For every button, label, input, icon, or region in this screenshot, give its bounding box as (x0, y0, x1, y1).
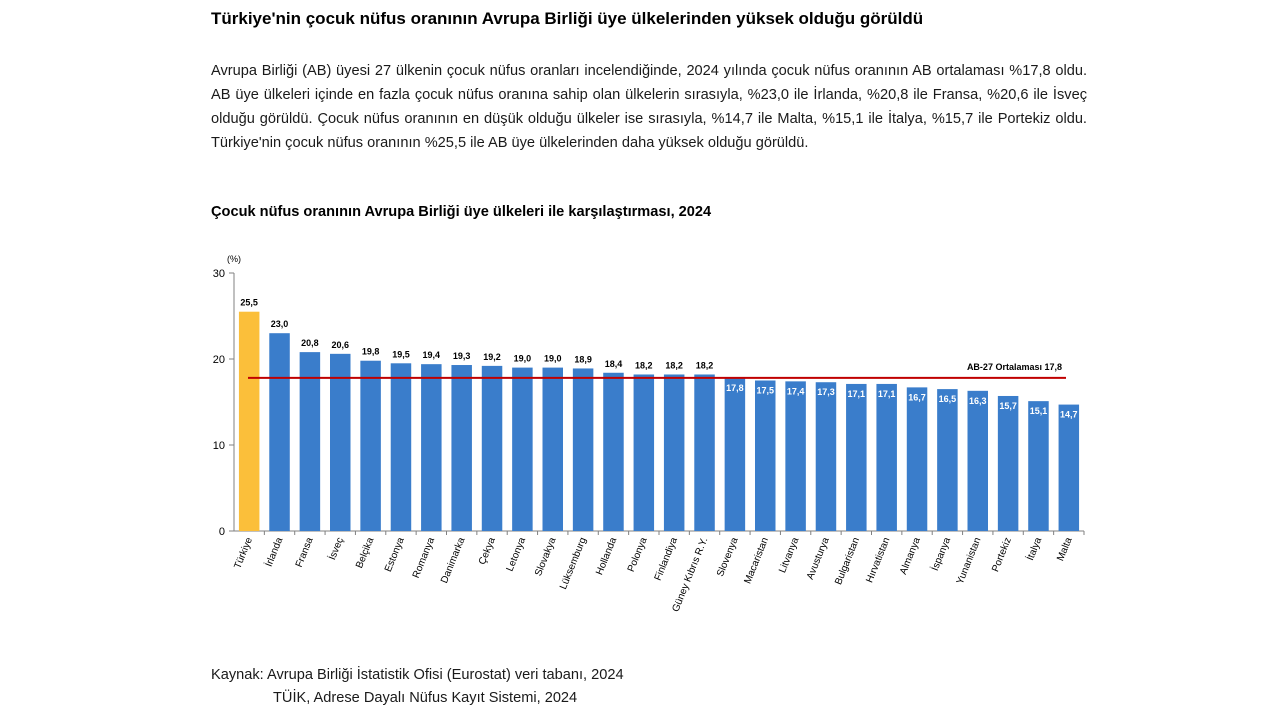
x-category-label: Portekiz (990, 536, 1014, 574)
bar-value-label: 18,2 (665, 360, 683, 370)
bar-value-label: 18,4 (605, 359, 623, 369)
bar (572, 368, 594, 531)
summary-paragraph: Avrupa Birliği (AB) üyesi 27 ülkenin çoc… (211, 63, 1087, 151)
x-category-label: Belçika (354, 536, 376, 570)
bar (997, 395, 1019, 531)
bar (1058, 404, 1080, 531)
bar (299, 352, 321, 531)
bar (663, 374, 685, 531)
source-line-2: TÜİK, Adrese Dayalı Nüfus Kayıt Sistemi,… (273, 690, 578, 706)
source-note: Kaynak: Avrupa Birliği İstatistik Ofisi … (211, 664, 911, 710)
bar-value-label: 25,5 (240, 298, 258, 308)
bar (451, 365, 472, 531)
bar-value-label: 17,4 (787, 386, 805, 396)
bar-value-label: 14,7 (1060, 410, 1078, 420)
bar (1028, 401, 1049, 531)
x-category-label: Letonya (505, 536, 529, 574)
bar-value-label: 19,5 (392, 349, 410, 359)
bar-value-label: 19,0 (544, 354, 562, 364)
average-label: AB-27 Ortalaması 17,8 (967, 362, 1062, 372)
bar (269, 333, 290, 531)
x-category-label: İsveç (325, 535, 346, 562)
bar-value-label: 19,3 (453, 351, 471, 361)
bar (603, 372, 624, 531)
x-category-label: Malta (1055, 536, 1075, 563)
source-line-1: Kaynak: Avrupa Birliği İstatistik Ofisi … (211, 667, 624, 683)
x-category-label: Romanya (411, 536, 437, 580)
bar (906, 387, 928, 531)
x-category-label: Lüksemburg (558, 536, 589, 591)
bar-value-label: 17,1 (848, 389, 866, 399)
x-category-label: Danimarka (439, 536, 467, 585)
bar-value-label: 19,2 (483, 352, 501, 362)
bar (876, 383, 897, 531)
page-headline: Türkiye'nin çocuk nüfus oranının Avrupa … (211, 9, 924, 28)
bar (360, 360, 381, 531)
bar-value-label: 20,8 (301, 338, 319, 348)
bar-value-label: 18,9 (574, 354, 592, 364)
x-category-label: Bulgaristan (833, 536, 862, 587)
bar (694, 374, 715, 531)
bar (633, 374, 655, 531)
bar-value-label: 17,5 (756, 386, 774, 396)
x-category-label: Fransa (294, 536, 316, 569)
bar-value-label: 17,8 (726, 383, 744, 393)
average-line-group: AB-27 Ortalaması 17,8 (248, 362, 1066, 379)
x-category-label: Slovakya (533, 536, 559, 578)
x-category-label: Hollanda (594, 536, 619, 577)
x-category-label: Avusturya (805, 536, 832, 582)
bar (755, 380, 776, 531)
bar-value-label: 19,8 (362, 347, 380, 357)
chart-title: Çocuk nüfus oranının Avrupa Birliği üye … (211, 204, 712, 220)
bar-value-label: 19,4 (423, 350, 441, 360)
x-category-label: Litvanya (777, 536, 801, 575)
y-tick-label: 0 (219, 526, 225, 538)
bar-value-label: 16,5 (939, 394, 957, 404)
y-tick-label: 30 (213, 268, 225, 280)
x-category-label: Macaristan (743, 536, 772, 585)
bar-value-label: 20,6 (331, 340, 349, 350)
x-axis-labels: Türkiye İrlanda Fransa İsveç Belçika Estonya R… (232, 535, 1074, 614)
y-tick-label: 10 (213, 440, 225, 452)
x-category-label: Hırvatistan (864, 536, 892, 584)
bar (238, 311, 260, 531)
bar (937, 389, 958, 531)
bar-value-label: 16,3 (969, 396, 987, 406)
bar-value-label: 15,7 (999, 401, 1017, 411)
bar-value-label: 18,2 (635, 360, 653, 370)
bar (724, 377, 746, 531)
bar-value-label: 15,1 (1030, 406, 1048, 416)
x-category-label: Polonya (626, 536, 650, 574)
x-category-label: Türkiye (232, 536, 255, 571)
bar (481, 365, 503, 531)
bar-value-label: 19,0 (514, 354, 532, 364)
x-category-label: Finlandiya (653, 536, 680, 583)
bar (512, 367, 533, 531)
bar (785, 381, 806, 531)
bar (330, 353, 351, 531)
x-category-label: İtalya (1023, 535, 1044, 562)
bar (967, 390, 988, 531)
bar (846, 383, 867, 531)
bar-value-label: 18,2 (696, 360, 714, 370)
x-category-label: Slovenya (715, 536, 741, 579)
bars: 25,5 23,0 20,8 20,6 19,8 19,5 19,4 19,3 19,2 19,0… (238, 298, 1085, 535)
y-axis-unit: (%) (227, 254, 241, 264)
bar (390, 363, 412, 531)
bar-value-label: 17,3 (817, 387, 835, 397)
bar (815, 382, 837, 531)
bar (421, 364, 442, 531)
bar (542, 367, 563, 531)
bar-value-label: 16,7 (908, 392, 926, 402)
x-category-label: Estonya (383, 536, 407, 574)
y-tick-label: 20 (213, 354, 225, 366)
bar-value-label: 23,0 (271, 319, 289, 329)
x-category-label: Çekya (477, 536, 498, 567)
x-category-label: Almanya (898, 536, 923, 577)
bar-chart: 0 10 20 30(%) 25,5 23,0 20,8 20,6 19,8 19,5 19,4 1… (213, 254, 1085, 614)
x-category-label: Yunanistan (955, 536, 984, 586)
x-category-label: İrlanda (262, 535, 286, 569)
x-category-label: İspanya (928, 535, 953, 573)
bar-value-label: 17,1 (878, 389, 896, 399)
